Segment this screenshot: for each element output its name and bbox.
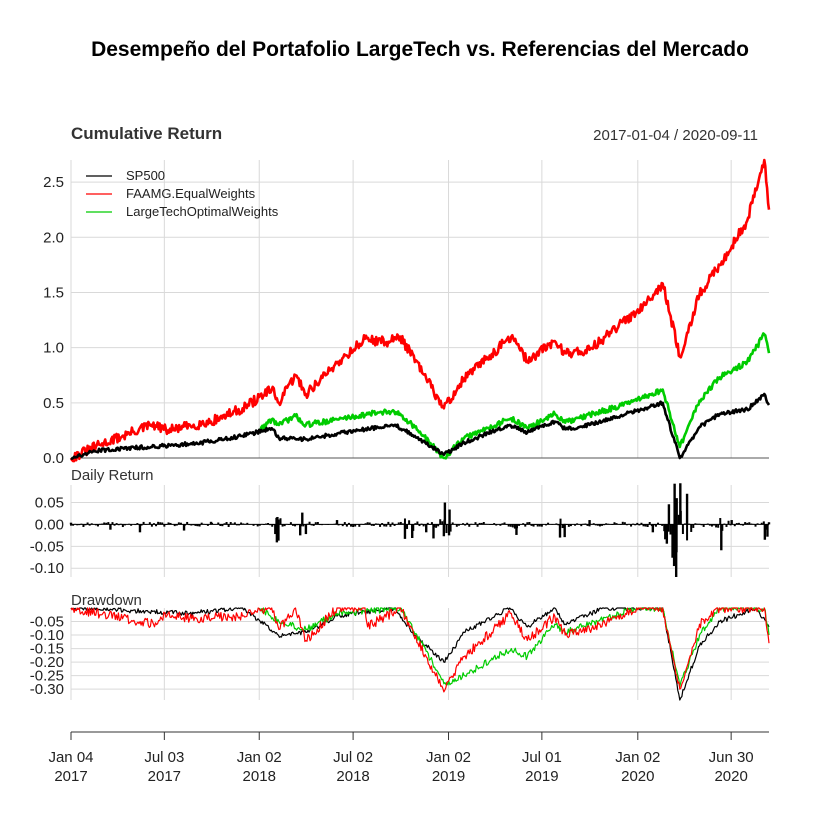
x-tick-label: Jan 02 [615,749,660,766]
data-layer [69,158,771,701]
chart-title: Desempeño del Portafolio LargeTech vs. R… [91,38,749,61]
x-tick-year-label: 2017 [54,768,87,785]
x-tick-year-label: 2020 [621,768,654,785]
grid-layer [70,160,769,700]
y-tick-label: 0.05 [35,495,64,512]
x-tick-label: Jul 02 [333,749,373,766]
daily-return-panel-title: Daily Return [71,467,154,484]
x-tick-label: Jul 03 [144,749,184,766]
x-tick-label: Jan 02 [426,749,471,766]
series-line-sp500 [70,392,771,460]
cumulative-return-panel-title: Cumulative Return [71,124,222,143]
y-tick-label: 0.5 [43,395,64,412]
x-tick-label: Jul 01 [522,749,562,766]
x-tick-year-label: 2018 [243,768,276,785]
y-tick-label: 1.5 [43,284,64,301]
y-tick-label: 2.5 [43,174,64,191]
x-tick-label: Jun 30 [709,749,754,766]
x-tick-label: Jan 02 [237,749,282,766]
y-tick-label: 2.0 [43,229,64,246]
x-tick-year-label: 2018 [336,768,369,785]
axes-layer: 0.00.51.01.52.02.50.050.00-0.05-0.10-0.0… [30,168,769,785]
x-tick-year-label: 2017 [148,768,181,785]
x-tick-year-label: 2020 [714,768,747,785]
x-tick-year-label: 2019 [525,768,558,785]
y-tick-label: -0.20 [30,654,64,671]
y-tick-label: 0.00 [35,516,64,533]
date-range-label: 2017-01-04 / 2020-09-11 [593,127,758,144]
series-line-faamg-equalweights [69,158,771,463]
y-tick-label: -0.05 [30,614,64,631]
y-tick-label: -0.15 [30,641,64,658]
x-tick-label: Jan 04 [48,749,93,766]
drawdown-line-largetechoptimalweights [258,607,770,688]
y-tick-label: -0.10 [30,560,64,577]
legend-entry: FAAMG.EqualWeights [126,186,256,201]
y-tick-label: 0.0 [43,450,64,467]
x-tick-year-label: 2019 [432,768,465,785]
legend-entry: LargeTechOptimalWeights [126,204,279,219]
series-line-largetechoptimalweights [258,332,771,460]
drawdown-panel-title: Drawdown [71,592,142,609]
legend-entry: SP500 [126,168,165,183]
y-tick-label: -0.05 [30,538,64,555]
y-tick-label: 1.0 [43,340,64,357]
drawdown-line-faamg-equalweights [70,607,770,693]
y-tick-label: -0.30 [30,681,64,698]
y-tick-label: -0.25 [30,668,64,685]
y-tick-label: -0.10 [30,627,64,644]
